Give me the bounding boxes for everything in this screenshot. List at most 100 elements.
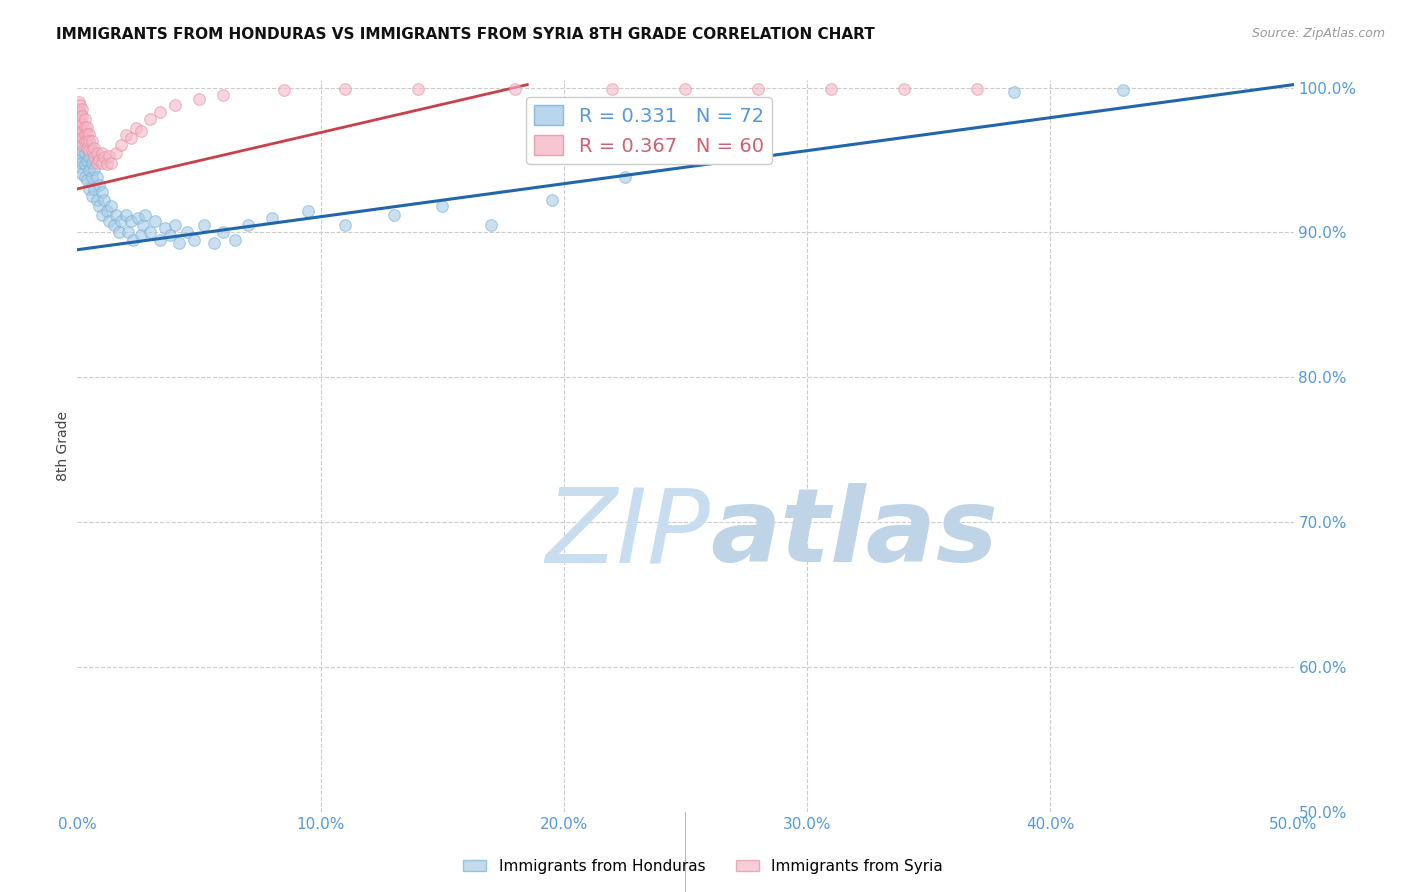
Point (69, 153, 91, 167)
Point (69, 160, 91, 174)
Point (76, 134, 98, 148)
Point (117, 225, 139, 239)
Point (105, 145, 128, 160)
Point (100, 156, 122, 170)
Point (966, 82, 988, 96)
Legend: R = 0.331   N = 72, R = 0.367   N = 60: R = 0.331 N = 72, R = 0.367 N = 60 (526, 97, 772, 163)
Point (70, 102, 93, 116)
Point (613, 170, 636, 185)
Point (129, 124, 152, 138)
Point (70, 136, 93, 150)
Point (80, 143, 103, 157)
Point (93, 194, 115, 208)
Point (70, 124, 93, 138)
Point (76, 120, 98, 134)
Point (129, 228, 152, 243)
Point (143, 214, 166, 228)
Point (149, 233, 172, 247)
Point (159, 228, 181, 243)
Point (1112, 83, 1135, 97)
Point (193, 218, 215, 232)
Point (212, 225, 235, 239)
Point (153, 221, 176, 235)
Text: IMMIGRANTS FROM HONDURAS VS IMMIGRANTS FROM SYRIA 8TH GRADE CORRELATION CHART: IMMIGRANTS FROM HONDURAS VS IMMIGRANTS F… (56, 27, 875, 42)
Legend: Immigrants from Honduras, Immigrants from Syria: Immigrants from Honduras, Immigrants fro… (457, 853, 949, 880)
Point (93, 150, 115, 164)
Point (69, 131, 91, 145)
Point (90, 185, 112, 199)
Point (69, 145, 91, 160)
Point (70, 131, 93, 145)
Point (69, 115, 91, 129)
Point (83, 182, 105, 196)
Point (115, 208, 138, 222)
Point (675, 82, 697, 96)
Point (86, 170, 108, 185)
Point (76, 141, 98, 155)
Point (86, 156, 108, 170)
Point (73, 112, 96, 127)
Point (83, 161, 105, 176)
Point (69, 138, 91, 153)
Point (89, 153, 111, 167)
Point (90, 145, 112, 160)
Point (73, 127, 96, 141)
Point (89, 199, 111, 213)
Point (212, 87, 235, 102)
Point (120, 214, 142, 228)
Point (70, 117, 93, 131)
Point (96, 157, 118, 171)
Point (273, 83, 295, 97)
Point (188, 92, 211, 106)
Point (163, 98, 186, 112)
Point (406, 82, 429, 96)
Text: Source: ZipAtlas.com: Source: ZipAtlas.com (1251, 27, 1385, 40)
Point (163, 218, 186, 232)
Y-axis label: 8th Grade: 8th Grade (56, 411, 70, 481)
Point (79, 163, 101, 178)
Point (97, 214, 120, 228)
Point (79, 143, 101, 157)
Point (503, 82, 526, 96)
Point (67, 102, 90, 116)
Point (70, 145, 93, 159)
Point (73, 134, 96, 148)
Point (73, 134, 96, 148)
Point (202, 235, 225, 250)
Point (107, 225, 129, 239)
Point (115, 128, 138, 143)
Point (67, 95, 90, 109)
Text: atlas: atlas (710, 483, 998, 584)
Point (90, 156, 112, 170)
Point (69, 124, 91, 138)
Point (69, 134, 91, 148)
Point (83, 141, 105, 155)
Point (90, 208, 112, 222)
Point (122, 233, 145, 247)
Point (430, 199, 453, 213)
Text: ZIP: ZIP (546, 483, 710, 583)
Point (297, 203, 319, 218)
Point (540, 194, 562, 208)
Point (97, 148, 120, 162)
Point (893, 82, 915, 96)
Point (76, 173, 98, 187)
Point (73, 145, 96, 160)
Point (76, 141, 98, 155)
Point (110, 138, 132, 153)
Point (76, 154, 98, 169)
Point (132, 218, 155, 232)
Point (89, 178, 111, 192)
Point (73, 170, 96, 185)
Point (100, 199, 122, 213)
Point (139, 112, 162, 127)
Point (83, 150, 105, 164)
Point (69, 110, 91, 124)
Point (69, 127, 91, 141)
Point (333, 218, 356, 232)
Point (183, 233, 205, 247)
Point (76, 127, 98, 141)
Point (70, 127, 93, 141)
Point (86, 194, 108, 208)
Point (224, 233, 246, 247)
